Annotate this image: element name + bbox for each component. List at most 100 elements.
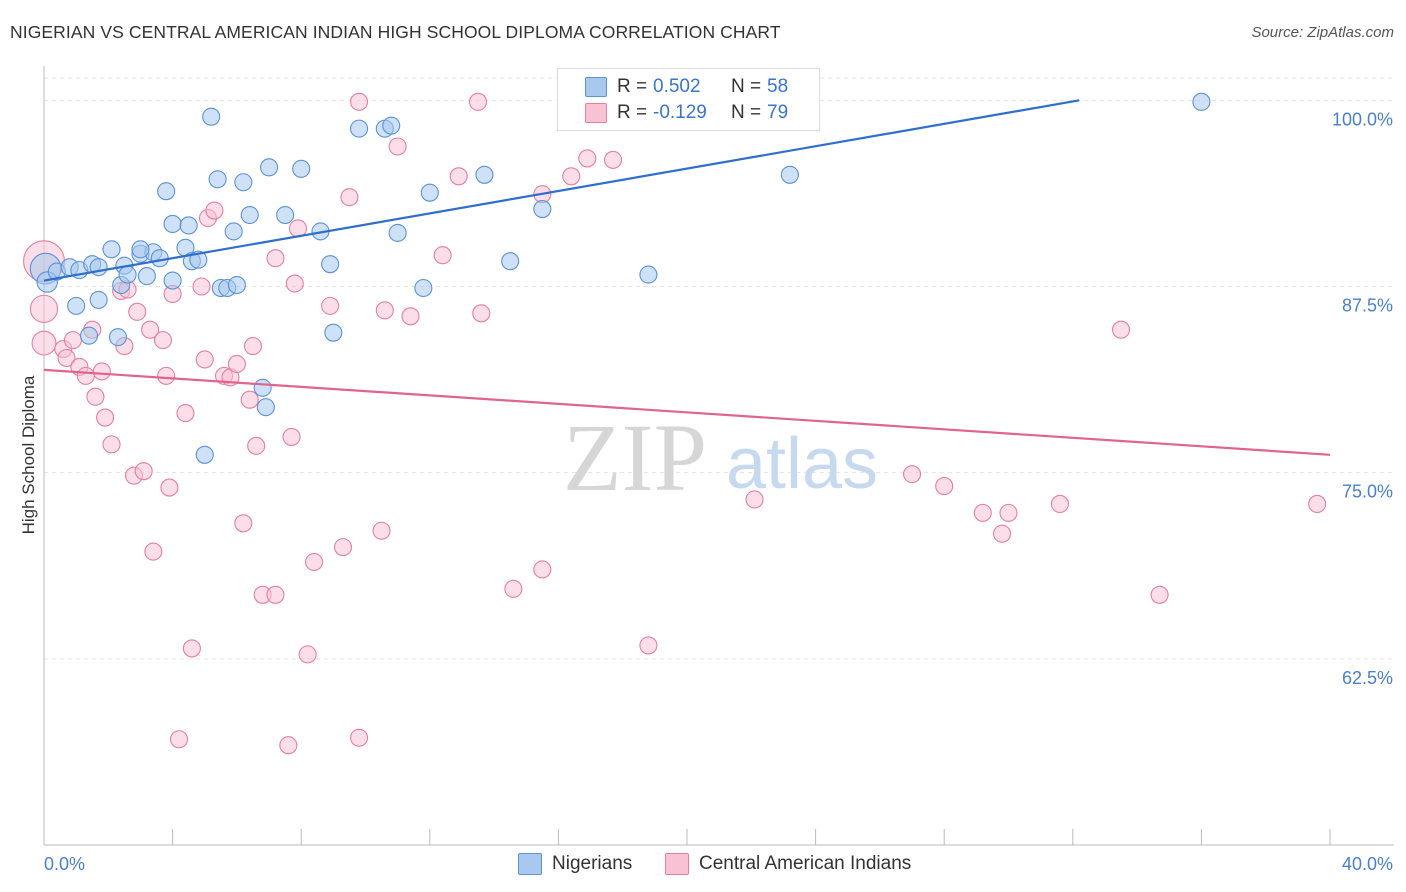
- nigerians-point: [137, 267, 156, 286]
- nigerians-point: [350, 119, 369, 138]
- legend-r-label: R =: [617, 76, 648, 97]
- central-american-indians-point: [195, 350, 214, 369]
- legend-label: Nigerians: [552, 853, 633, 874]
- central-american-indians-point: [234, 514, 253, 533]
- central-american-indians-point: [247, 436, 266, 455]
- central-american-indians-point: [169, 730, 189, 749]
- series-central-american-indians-points: [23, 92, 1327, 755]
- central-american-indians-point: [305, 552, 324, 572]
- nigerians-point: [79, 326, 99, 345]
- central-american-indians-point: [205, 201, 224, 220]
- nigerians-point: [276, 205, 295, 225]
- legend-row-nigerians: R = 0.502 N = 58: [558, 74, 788, 100]
- nigerians-point: [259, 158, 279, 177]
- central-american-indians-point: [57, 348, 76, 368]
- y-tick-label: 62.5%: [1342, 668, 1393, 688]
- nigerians-point: [118, 265, 137, 284]
- central-american-indians-point: [266, 585, 285, 604]
- nigerians-point: [163, 271, 182, 290]
- central-american-indians-point: [96, 408, 115, 427]
- central-american-indians-point: [999, 503, 1018, 522]
- axes: [43, 66, 1394, 846]
- central-american-indians-point: [1308, 494, 1327, 513]
- central-american-indians-point: [604, 150, 623, 169]
- nigerians-point: [234, 173, 253, 192]
- central-american-indians-point: [157, 366, 176, 385]
- central-american-indians-point: [29, 294, 59, 323]
- nigerians-point: [1192, 92, 1211, 111]
- legend-swatch-blue: [585, 77, 607, 97]
- nigerians-point: [240, 205, 259, 225]
- source-label: Source: ZipAtlas.com: [1251, 24, 1394, 41]
- legend-item-central-american-indians[interactable]: Central American Indians: [665, 853, 911, 875]
- x-tick-label: 0.0%: [44, 854, 85, 874]
- central-american-indians-point: [31, 330, 57, 356]
- central-american-indians-point: [562, 167, 581, 186]
- central-american-indians-point: [504, 579, 523, 598]
- central-american-indians-point: [468, 92, 488, 111]
- nigerians-trend-line: [43, 99, 1080, 282]
- central-american-indians-point: [449, 167, 468, 186]
- central-american-indians-point: [333, 538, 353, 557]
- central-american-indians-point: [973, 503, 992, 522]
- nigerians-point: [780, 165, 799, 184]
- nigerians-point: [639, 265, 658, 284]
- nigerians-point: [382, 116, 401, 135]
- nigerians-point: [157, 182, 176, 201]
- central-american-indians-point: [86, 387, 105, 406]
- central-american-indians-point: [92, 362, 111, 381]
- central-american-indians-point: [993, 524, 1012, 543]
- y-tick-label: 100.0%: [1332, 109, 1393, 129]
- central-american-indians-point: [141, 320, 160, 339]
- nigerians-point: [108, 328, 127, 347]
- central-american-indians-point: [282, 427, 301, 446]
- stats-legend: R = 0.502 N = 58 R = -0.129 N = 79: [557, 68, 820, 131]
- nigerians-point: [150, 249, 169, 268]
- tick-labels: 62.5% 75.0% 87.5% 100.0% 0.0% 40.0%: [44, 109, 1393, 874]
- y-axis-label: High School Diploma: [19, 375, 38, 534]
- central-american-indians-point: [639, 636, 658, 655]
- central-american-indians-point: [388, 137, 407, 156]
- nigerians-point: [195, 445, 214, 464]
- nigerians-point: [131, 240, 150, 259]
- central-american-indians-point: [153, 331, 173, 350]
- legend-label: Central American Indians: [699, 853, 912, 874]
- central-american-indians-point: [76, 366, 95, 385]
- central-american-indians-point: [240, 390, 259, 409]
- nigerians-point: [414, 278, 433, 298]
- central-american-indians-point: [279, 736, 298, 755]
- nigerians-point: [292, 159, 311, 178]
- central-american-indians-point: [160, 478, 179, 497]
- central-american-indians-point: [134, 462, 153, 481]
- central-american-indians-point: [227, 354, 246, 373]
- legend-n-label: N =: [731, 102, 762, 123]
- series-legend: Nigerians Central American Indians: [0, 850, 1406, 878]
- central-american-indians-point: [63, 331, 82, 350]
- central-american-indians-point: [285, 274, 304, 293]
- nigerians-point: [224, 222, 243, 241]
- nigerians-point: [67, 296, 86, 315]
- nigerians-point: [420, 183, 439, 202]
- watermark-zip: ZIP: [563, 404, 707, 511]
- legend-r-label: R =: [617, 102, 648, 123]
- central-american-indians-point: [472, 304, 491, 323]
- central-american-indians-point: [176, 404, 195, 423]
- nigerians-point: [501, 252, 520, 271]
- nigerians-point: [89, 290, 108, 309]
- gridlines: [44, 77, 1394, 660]
- nigerians-point: [533, 200, 552, 219]
- nigerians-point: [388, 223, 407, 242]
- central-american-indians-point: [128, 302, 147, 321]
- central-american-indians-point: [266, 249, 285, 268]
- central-american-indians-trend-line: [43, 368, 1331, 456]
- legend-n-value: 58: [767, 76, 789, 97]
- central-american-indians-point: [578, 149, 597, 168]
- central-american-indians-point: [182, 639, 201, 658]
- central-american-indians-point: [350, 728, 369, 747]
- legend-r-value: 0.502: [653, 76, 701, 97]
- legend-n-label: N =: [731, 76, 762, 97]
- y-tick-label: 75.0%: [1342, 482, 1393, 502]
- legend-item-nigerians[interactable]: Nigerians: [518, 853, 632, 875]
- legend-r-value: -0.129: [653, 102, 707, 123]
